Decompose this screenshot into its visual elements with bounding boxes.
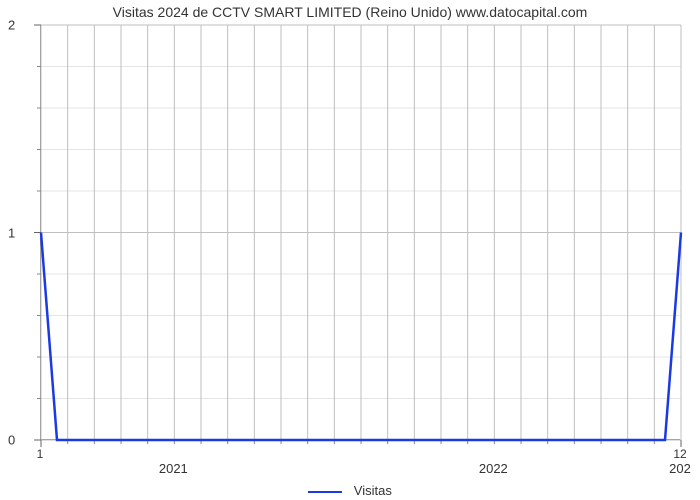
legend-line (308, 491, 342, 493)
x-tick-label: 1 (37, 447, 44, 461)
x-year-label: 2022 (479, 461, 508, 476)
y-tick-label: 2 (8, 18, 15, 33)
legend-label: Visitas (354, 483, 392, 498)
x-year-label: 202 (669, 461, 691, 476)
chart-title: Visitas 2024 de CCTV SMART LIMITED (Rein… (0, 4, 700, 20)
chart-container: Visitas 2024 de CCTV SMART LIMITED (Rein… (0, 0, 700, 500)
x-tick-label: 12 (673, 447, 686, 461)
x-year-label: 2021 (159, 461, 188, 476)
legend: Visitas (0, 483, 700, 498)
plot-area (40, 25, 680, 440)
chart-svg (41, 25, 680, 439)
y-tick-label: 1 (8, 225, 15, 240)
y-tick-label: 0 (8, 433, 15, 448)
